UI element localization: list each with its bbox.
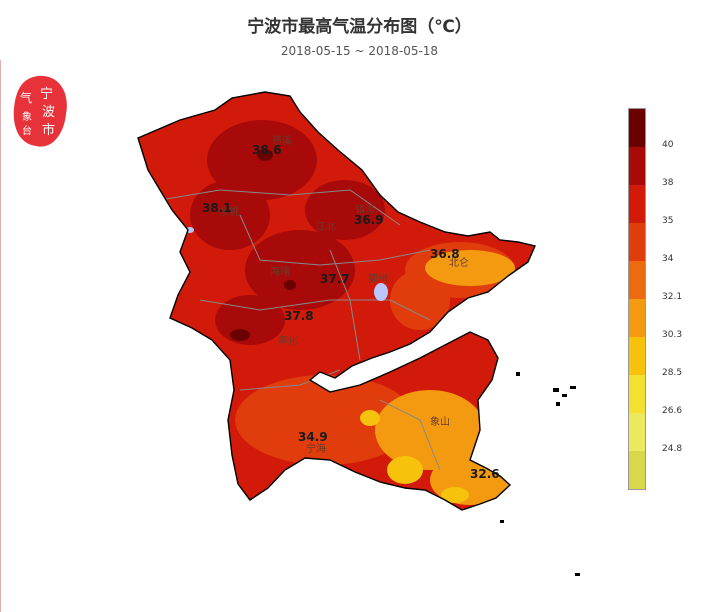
place-labels: 余姚 慈溪 镇海 江北 海曙 象山 鄞州 奉化 宁海 北仑 (219, 134, 469, 455)
svg-text:波: 波 (42, 105, 55, 120)
station-value: 36.9 (354, 213, 384, 227)
legend-color-segment (629, 223, 645, 261)
station-values: 38.6 38.1 36.9 36.8 37.7 37.8 34.9 32.6 (202, 143, 500, 481)
cool-zones (375, 250, 515, 505)
place-label: 宁海 (306, 442, 326, 455)
svg-text:台: 台 (22, 124, 32, 137)
place-label: 北仑 (449, 256, 469, 269)
legend-color-segment (629, 147, 645, 185)
weather-bureau-logo: 气 宁 波 市 象 台 (13, 75, 67, 147)
station-value: 37.7 (320, 272, 350, 286)
county-boundaries (159, 189, 441, 471)
temperature-legend: 40 38 35 34 32.1 30.3 28.5 26.6 24.8 (628, 108, 688, 490)
legend-color-segment (629, 109, 645, 147)
legend-color-segment (629, 451, 645, 489)
coastline (137, 91, 536, 511)
place-label: 余姚 (219, 205, 239, 218)
legend-tick-label: 24.8 (662, 444, 683, 454)
legend-color-segment (629, 299, 645, 337)
map-date-range: 2018-05-15 ~ 2018-05-18 (280, 44, 439, 58)
place-label: 镇海 (355, 203, 375, 216)
legend-color-segment (629, 413, 645, 451)
svg-text:市: 市 (42, 122, 55, 138)
page-edge-line (0, 60, 1, 612)
station-value: 32.6 (470, 467, 500, 481)
legend-tick-label: 35 (662, 216, 674, 226)
legend-color-segment (629, 185, 645, 223)
legend-tick-label: 28.5 (662, 368, 683, 378)
legend-tick-label: 34 (662, 254, 674, 264)
very-hot-spots (230, 149, 296, 341)
station-value: 36.8 (430, 247, 460, 261)
legend-tick-label: 26.6 (662, 406, 683, 416)
hot-zones (190, 120, 385, 345)
offshore-islands (500, 372, 580, 576)
legend-color-segment (629, 261, 645, 299)
legend-tick-label: 32.1 (662, 292, 683, 302)
place-label: 奉化 (278, 334, 298, 347)
svg-text:宁: 宁 (40, 86, 53, 102)
place-label: 慈溪 (272, 134, 292, 147)
station-value: 37.8 (284, 309, 314, 323)
legend-tick-label: 30.3 (662, 330, 683, 340)
place-label: 江北 (316, 221, 336, 233)
place-label: 象山 (430, 416, 450, 428)
legend-color-segment (629, 375, 645, 413)
svg-text:气: 气 (20, 90, 32, 105)
station-value: 38.6 (252, 143, 282, 157)
legend-tick-label: 40 (662, 140, 674, 150)
map-title: 宁波市最高气温分布图（℃） (247, 17, 472, 37)
station-value: 38.1 (202, 201, 232, 215)
mild-spots (360, 410, 469, 503)
place-label: 海曙 (270, 265, 290, 278)
legend-color-bar (628, 108, 646, 490)
svg-text:象: 象 (22, 111, 32, 123)
place-label: 鄞州 (368, 272, 388, 285)
station-value: 34.9 (298, 430, 328, 444)
legend-color-segment (629, 337, 645, 375)
legend-tick-label: 38 (662, 178, 674, 188)
